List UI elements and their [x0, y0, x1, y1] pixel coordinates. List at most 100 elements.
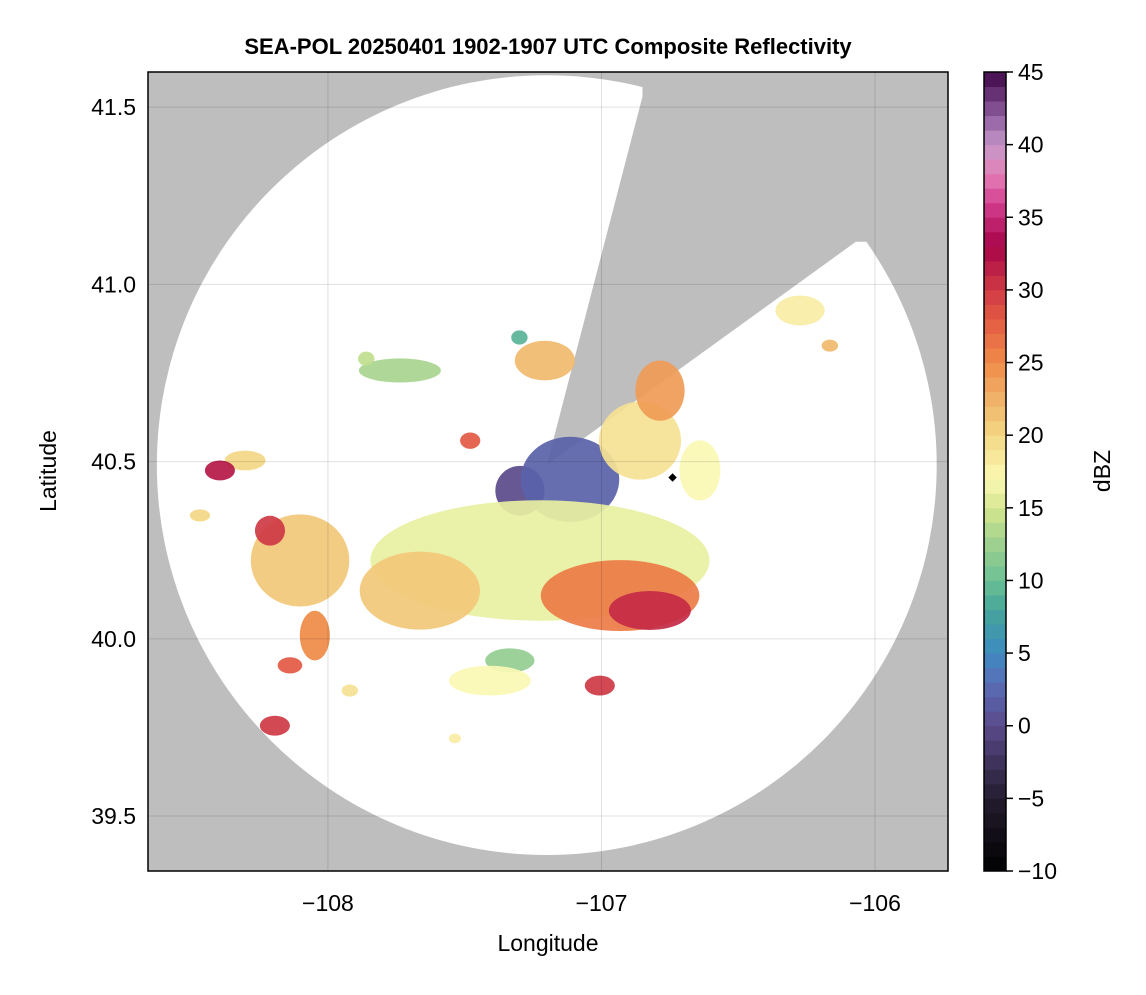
colorbar-bin [984, 377, 1006, 393]
colorbar-bin [984, 333, 1006, 349]
echo-cell [511, 330, 528, 345]
colorbar-bin [984, 289, 1006, 305]
echo-cell [358, 358, 441, 383]
echo-cell [358, 351, 375, 366]
echo-cell [514, 340, 575, 381]
colorbar-bin [984, 725, 1006, 741]
colorbar-bin [984, 609, 1006, 625]
echo-cell [599, 401, 682, 480]
colorbar-tick-label: −10 [1018, 858, 1057, 884]
y-axis: 39.5 40.0 40.5 41.0 41.5 [91, 94, 136, 829]
colorbar-bin [984, 188, 1006, 204]
colorbar-bin [984, 551, 1006, 567]
colorbar-bin [984, 594, 1006, 611]
colorbar-bin [984, 507, 1006, 523]
y-tick-label: 41.5 [91, 94, 136, 120]
echo-cell [224, 450, 266, 471]
echo-cell [584, 675, 615, 696]
colorbar-bin [984, 841, 1006, 857]
colorbar-bin [984, 217, 1006, 233]
colorbar-bin [984, 667, 1006, 683]
colorbar-bin [984, 711, 1006, 727]
colorbar-bin [984, 536, 1006, 552]
colorbar-bin [984, 696, 1006, 712]
colorbar-bin [984, 72, 1006, 88]
colorbar-bin [984, 130, 1006, 146]
echo-cell [204, 460, 235, 481]
echo-cell [189, 509, 211, 522]
y-tick-label: 40.5 [91, 449, 136, 475]
echo-cell [341, 684, 359, 697]
y-tick-label: 40.0 [91, 626, 136, 652]
colorbar-bin [984, 653, 1006, 669]
colorbar-tick-label: 0 [1018, 713, 1031, 739]
colorbar-bin [984, 202, 1006, 218]
echo-cell [460, 432, 481, 449]
echo-cell [299, 610, 330, 661]
colorbar-bin [984, 420, 1006, 436]
colorbar-tick-label: 40 [1018, 132, 1044, 158]
x-tick-label: −106 [849, 890, 901, 916]
colorbar-bin [984, 246, 1006, 262]
echo-cell [821, 339, 839, 352]
colorbar-bin [984, 348, 1006, 364]
colorbar-bin [984, 173, 1006, 189]
colorbar-bin [984, 798, 1006, 814]
colorbar-tick-label: 25 [1018, 350, 1044, 376]
colorbar-bin [984, 86, 1006, 102]
y-tick-label: 39.5 [91, 803, 136, 829]
colorbar-bin [984, 449, 1006, 465]
colorbar-bin [984, 522, 1006, 538]
colorbar-bin [984, 260, 1006, 276]
colorbar-bin [984, 144, 1006, 160]
x-tick-label: −108 [302, 890, 354, 916]
x-axis: −108 −107 −106 [302, 890, 901, 916]
colorbar-bin [984, 565, 1006, 581]
colorbar-tick-label: −5 [1018, 785, 1044, 811]
echo-cell [775, 295, 825, 326]
colorbar [984, 71, 1013, 872]
echo-cell [448, 733, 461, 744]
echo-cell [254, 515, 286, 546]
echo-cell [277, 657, 303, 674]
colorbar-bin [984, 159, 1006, 175]
echo-cell [679, 440, 721, 501]
colorbar-bin [984, 769, 1006, 785]
colorbar-tick-label: 10 [1018, 567, 1044, 593]
grid-lines [148, 72, 948, 871]
echo-cell [448, 665, 531, 696]
echo-cell [259, 715, 290, 736]
colorbar-frame [983, 71, 1007, 872]
echo-layer [189, 295, 839, 744]
colorbar-bin [984, 754, 1006, 770]
echo-cell [359, 551, 481, 630]
colorbar-bin [984, 464, 1006, 480]
x-tick-label: −107 [576, 890, 628, 916]
colorbar-bin [984, 478, 1006, 494]
colorbar-bin [984, 391, 1006, 407]
colorbar-bin [984, 493, 1006, 509]
colorbar-tick-label: 30 [1018, 277, 1044, 303]
colorbar-bin [984, 318, 1006, 334]
colorbar-bin [984, 580, 1006, 596]
colorbar-bin [984, 362, 1006, 378]
plot-frame [147, 71, 949, 872]
echo-cell [608, 590, 691, 630]
y-tick-label: 41.0 [91, 271, 136, 297]
colorbar-bin [984, 231, 1006, 247]
colorbar-tick-label: 35 [1018, 204, 1044, 230]
colorbar-tick-label: 20 [1018, 422, 1044, 448]
colorbar-label: dBZ [1089, 450, 1115, 492]
chart-title: SEA-POL 20250401 1902-1907 UTC Composite… [244, 34, 852, 59]
colorbar-bin [984, 783, 1006, 799]
colorbar-bin [984, 435, 1006, 451]
colorbar-bin [984, 827, 1006, 843]
site-marker [668, 473, 677, 482]
colorbar-bin [984, 682, 1006, 698]
colorbar-bin [984, 856, 1006, 872]
colorbar-bin [984, 275, 1006, 291]
colorbar-bin [984, 101, 1006, 117]
y-axis-label: Latitude [35, 430, 61, 512]
colorbar-bin [984, 624, 1006, 640]
